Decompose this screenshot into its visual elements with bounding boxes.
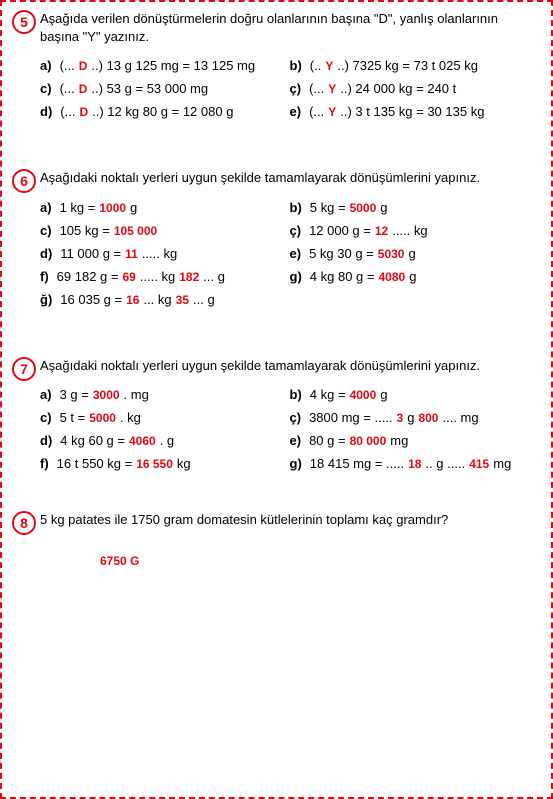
question-6: 6 Aşağıdaki noktalı yerleri uygun şekild… — [14, 169, 539, 306]
q5-item: e)(...Y..) 3 t 135 kg = 30 135 kg — [290, 104, 540, 119]
conversion-item: c)105 kg = 105 000 — [40, 223, 290, 238]
conversion-item: b)5 kg = 5000 g — [290, 200, 540, 215]
conversion-item: f)16 t 550 kg = 16 550 kg — [40, 456, 290, 471]
conversion-item: b)4 kg = 4000 g — [290, 387, 540, 402]
q5-item: ç)(...Y..) 24 000 kg = 240 t — [290, 81, 540, 96]
conversion-item — [290, 292, 540, 307]
conversion-item: a)1 kg = 1000 g — [40, 200, 290, 215]
conversion-item: a)3 g = 3000. mg — [40, 387, 290, 402]
q5-prompt: Aşağıda verilen dönüştürmelerin doğru ol… — [40, 10, 539, 46]
conversion-item: f)69 182 g = 69..... kg 182... g — [40, 269, 290, 284]
conversion-item: ç)12 000 g = 12..... kg — [290, 223, 540, 238]
conversion-item: g)4 kg 80 g = 4080 g — [290, 269, 540, 284]
question-8: 8 5 kg patates ile 1750 gram domatesin k… — [14, 511, 539, 568]
question-7: 7 Aşağıdaki noktalı yerleri uygun şekild… — [14, 357, 539, 471]
qnum-8: 8 — [12, 511, 36, 535]
q7-prompt: Aşağıdaki noktalı yerleri uygun şekilde … — [40, 357, 539, 375]
conversion-item: ç)3800 mg = ..... 3 g 800.... mg — [290, 410, 540, 425]
q5-item: b)(..Y..) 7325 kg = 73 t 025 kg — [290, 58, 540, 73]
question-5: 5 Aşağıda verilen dönüştürmelerin doğru … — [14, 10, 539, 119]
conversion-item: d)11 000 g = 11..... kg — [40, 246, 290, 261]
qnum-6: 6 — [12, 169, 36, 193]
conversion-item: g)18 415 mg = ..... 18.. g ..... 415 mg — [290, 456, 540, 471]
conversion-item: c)5 t = 5000. kg — [40, 410, 290, 425]
conversion-item: e)5 kg 30 g = 5030g — [290, 246, 540, 261]
conversion-item: ğ)16 035 g = 16... kg 35... g — [40, 292, 290, 307]
qnum-7: 7 — [12, 357, 36, 381]
q8-answer: 6750 G — [100, 554, 139, 568]
q6-prompt: Aşağıdaki noktalı yerleri uygun şekilde … — [40, 169, 539, 187]
q5-item: a)(...D..) 13 g 125 mg = 13 125 mg — [40, 58, 290, 73]
conversion-item: d)4 kg 60 g = 4060. g — [40, 433, 290, 448]
q8-prompt: 5 kg patates ile 1750 gram domatesin küt… — [40, 511, 539, 529]
q5-item: c)(...D..) 53 g = 53 000 mg — [40, 81, 290, 96]
qnum-5: 5 — [12, 10, 36, 34]
q5-item: d)(...D..) 12 kg 80 g = 12 080 g — [40, 104, 290, 119]
conversion-item: e)80 g = 80 000mg — [290, 433, 540, 448]
